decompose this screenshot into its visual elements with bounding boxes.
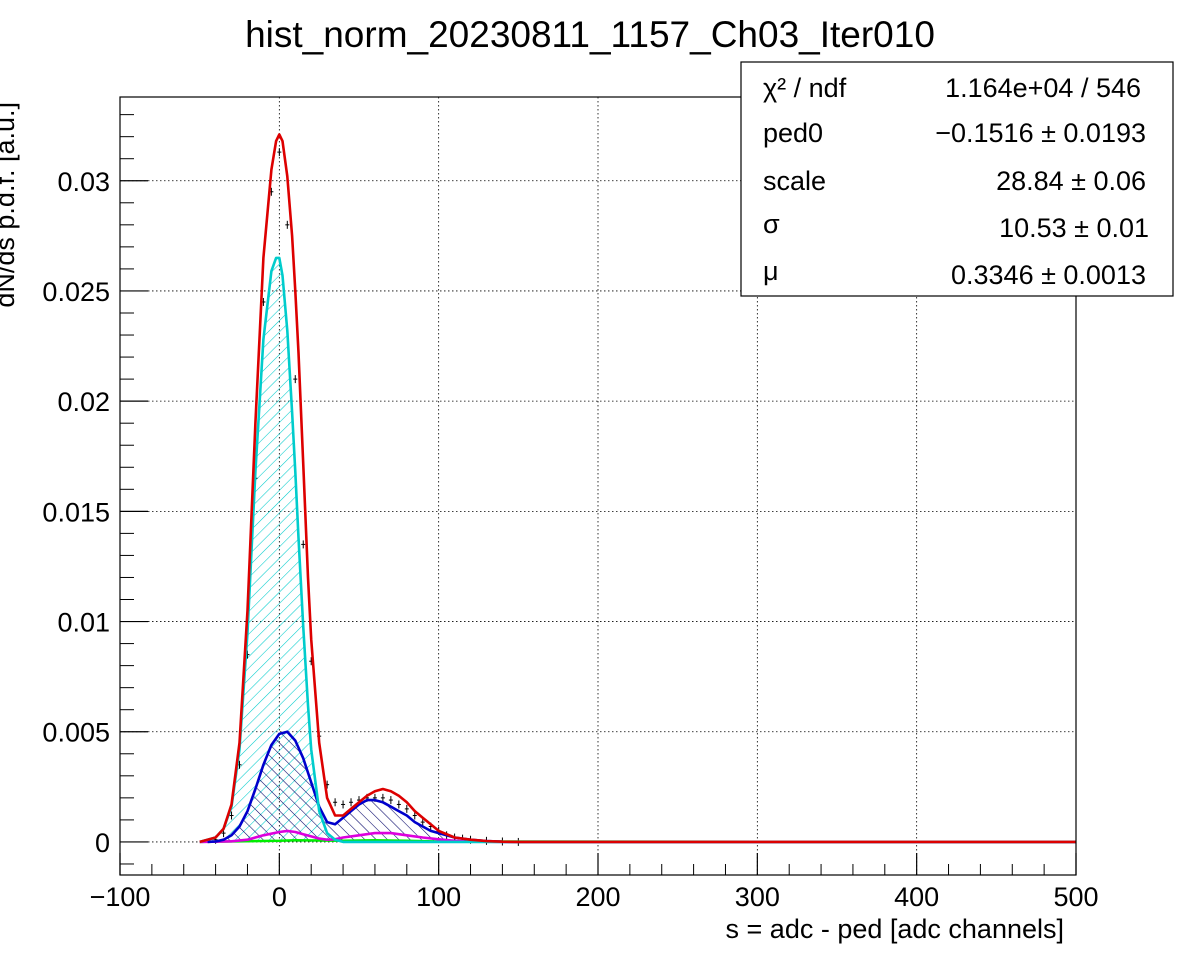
- stats-label-chi2: χ² / ndf: [763, 73, 847, 103]
- x-tick-label: 200: [575, 882, 620, 912]
- y-tick-label: 0.005: [42, 718, 110, 748]
- x-tick-label: 500: [1053, 882, 1098, 912]
- stats-value-chi2: 1.164e+04 / 546: [945, 73, 1141, 103]
- series-two_pe-line: [199, 829, 1076, 844]
- y-tick-label: 0.02: [57, 387, 110, 417]
- x-tick-label: 400: [894, 882, 939, 912]
- series-pedestal-area: [199, 257, 1076, 842]
- series-pedestal-line: [199, 256, 1076, 844]
- x-tick-label: 300: [735, 882, 780, 912]
- stats-label-ped0: ped0: [763, 118, 823, 148]
- y-tick-label: 0.01: [57, 608, 110, 638]
- y-axis-label: dN/ds p.d.f. [a.u.]: [0, 102, 20, 308]
- stats-label-scale: scale: [763, 166, 826, 196]
- y-axis-ticks: 0 0.005 0.01 0.015 0.02 0.025 0.03: [42, 114, 148, 865]
- stats-box-frame: [740, 61, 1174, 297]
- y-tick-label: 0: [95, 828, 110, 858]
- x-axis-label: s = adc - ped [adc channels]: [726, 914, 1064, 944]
- series-one_pe-area: [207, 731, 1077, 842]
- x-tick-label: 100: [416, 882, 461, 912]
- stats-label-sigma: σ: [763, 209, 780, 239]
- stats-label-mu: μ: [763, 256, 779, 286]
- fit-curves: [199, 133, 1077, 844]
- series-total-line: [199, 133, 1076, 844]
- x-axis-ticks: −100 0 100 200 300 400 500: [90, 853, 1099, 912]
- chart-title: hist_norm_20230811_1157_Ch03_Iter010: [245, 14, 935, 55]
- stats-value-ped0: −0.1516 ± 0.0193: [935, 118, 1146, 148]
- stats-box: χ² / ndf 1.164e+04 / 546 ped0 −0.1516 ± …: [740, 61, 1174, 297]
- stats-value-scale: 28.84 ± 0.06: [996, 166, 1146, 196]
- component-fills: [199, 257, 1077, 842]
- stats-value-sigma: 10.53 ± 0.01: [999, 213, 1149, 243]
- y-tick-label: 0.03: [57, 167, 110, 197]
- y-tick-label: 0.025: [42, 277, 110, 307]
- x-tick-label: 0: [272, 882, 287, 912]
- x-tick-label: −100: [90, 882, 151, 912]
- y-tick-label: 0.015: [42, 497, 110, 527]
- stats-value-mu: 0.3346 ± 0.0013: [951, 260, 1146, 290]
